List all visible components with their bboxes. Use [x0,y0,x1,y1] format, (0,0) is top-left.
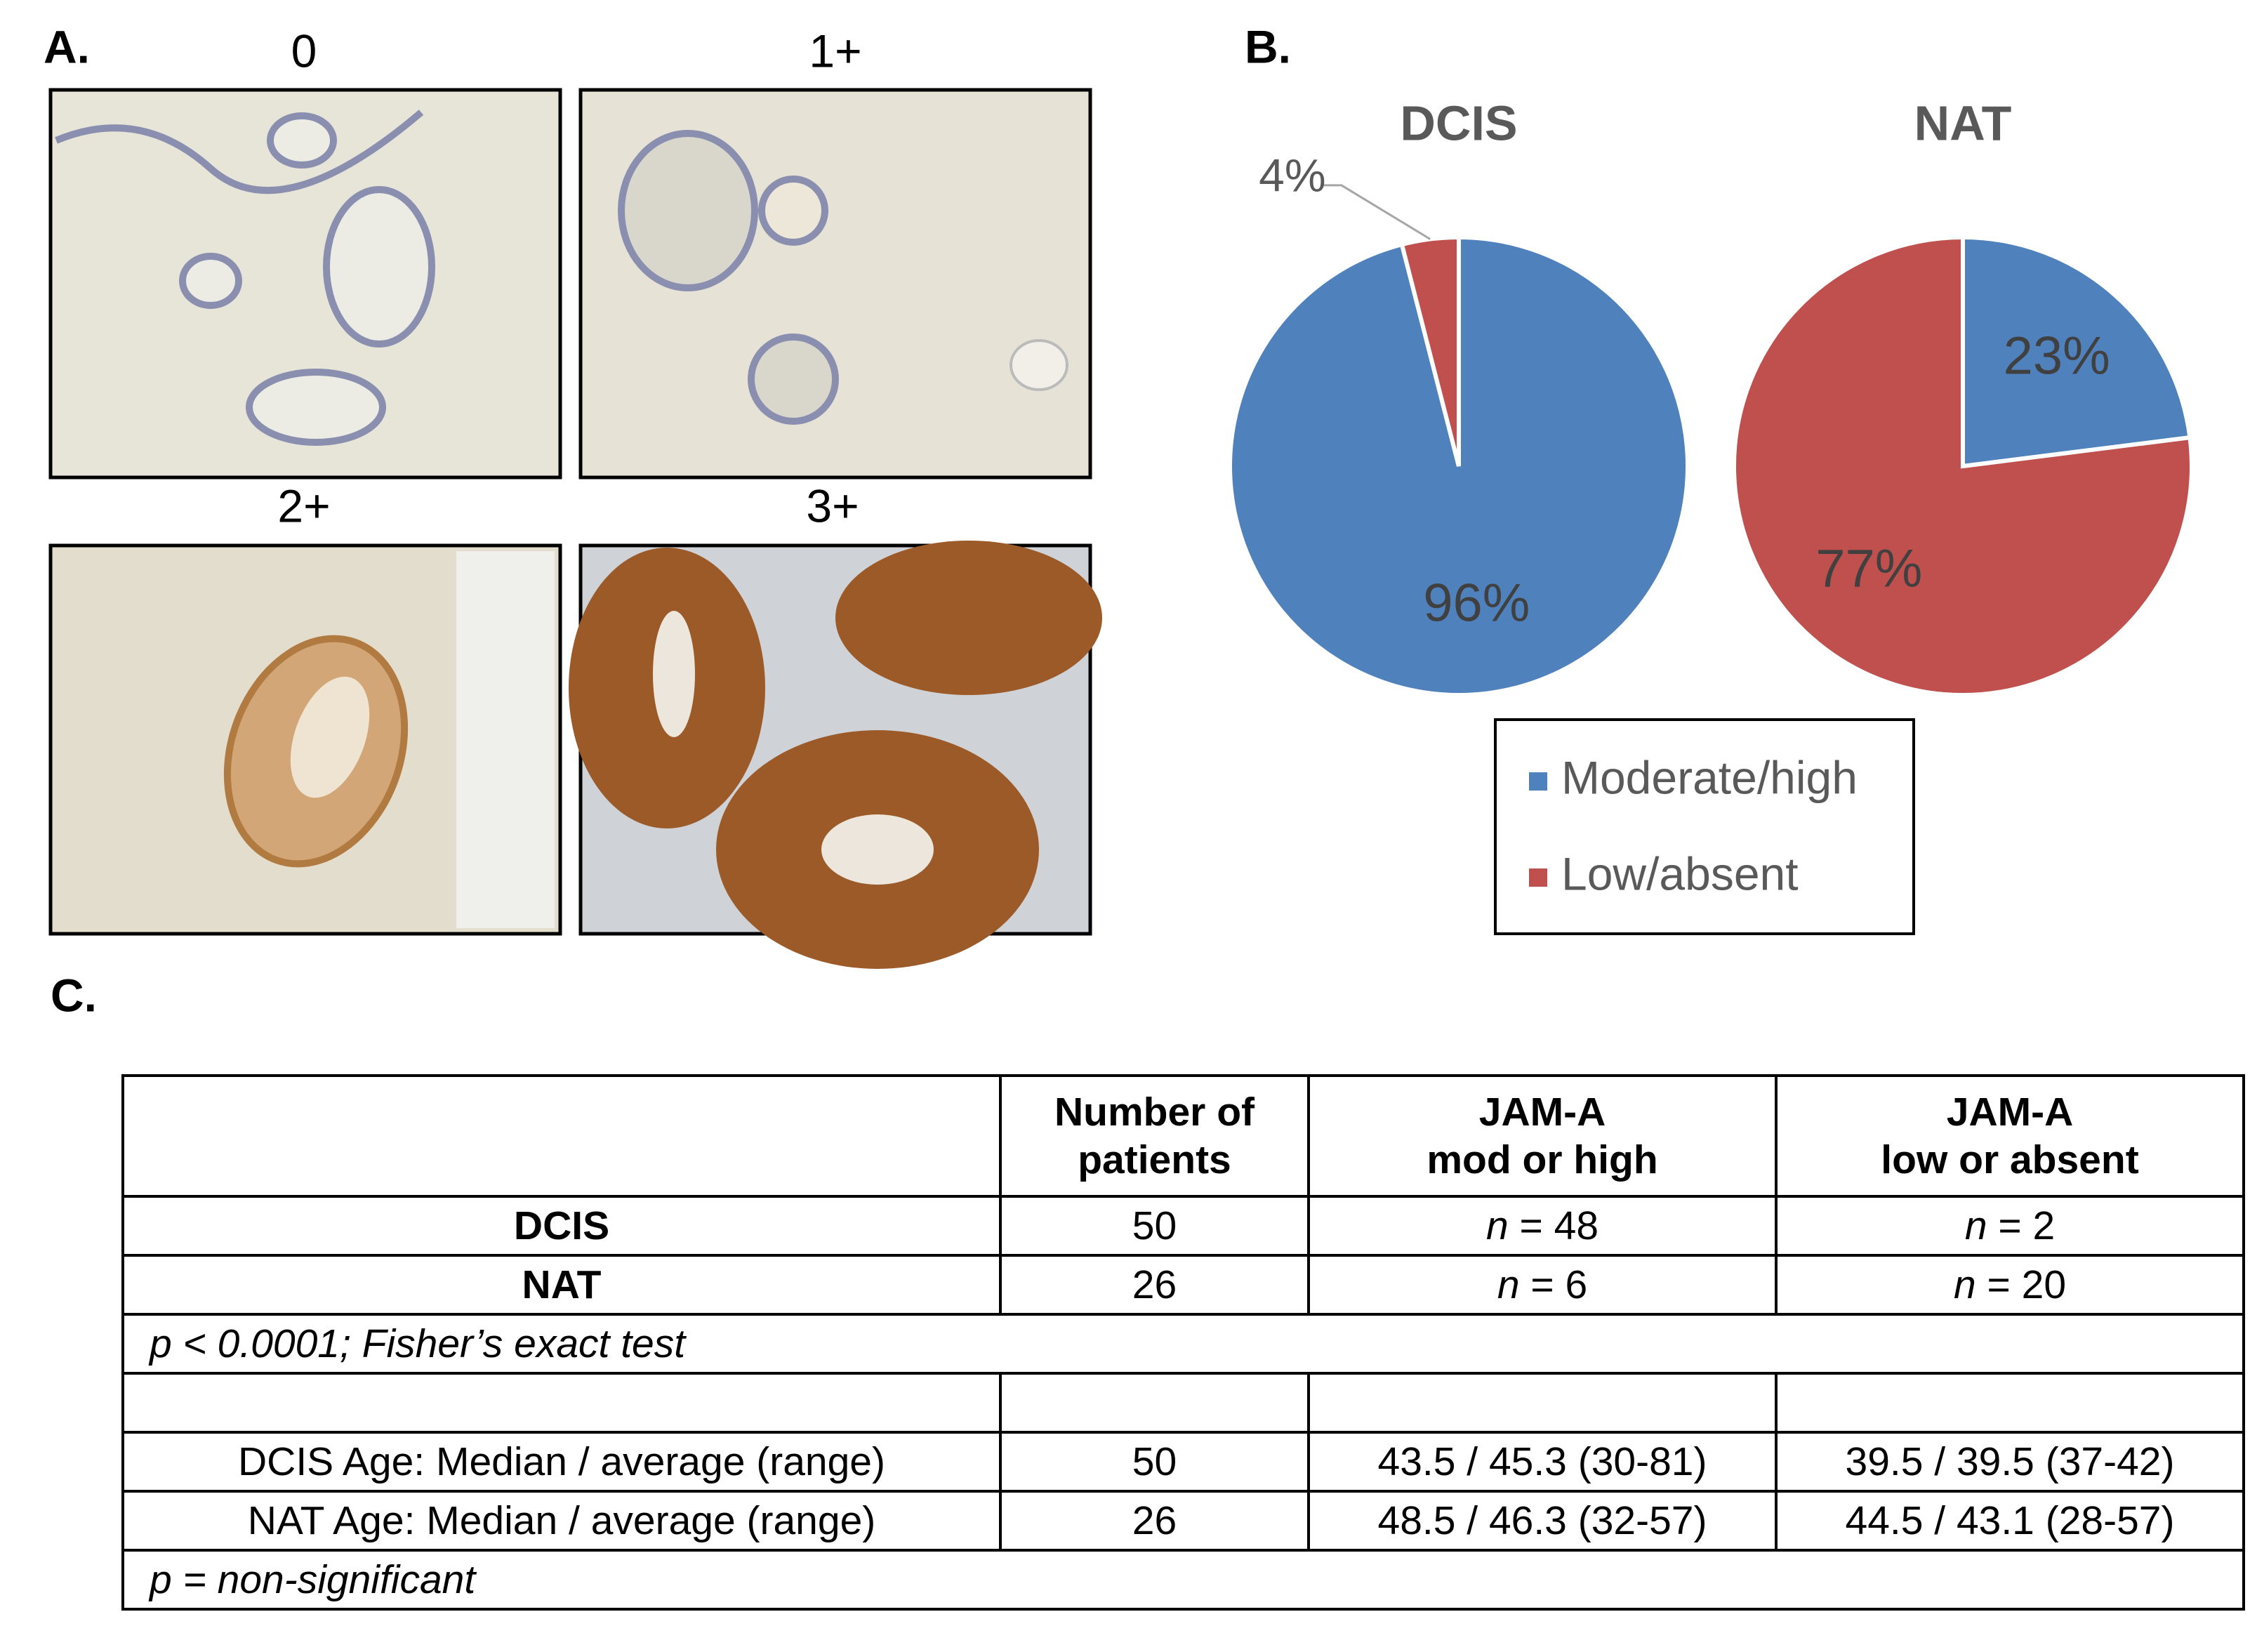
score-label: 1+ [809,25,861,77]
value-label: 96% [1423,574,1530,633]
table-cell: n = 20 [1775,1254,2245,1316]
table-cell [999,1372,1310,1434]
value-label: 77% [1815,539,1922,599]
header-cell [121,1074,1002,1198]
table-cell: NAT Age: Median / average (range) [121,1490,1002,1552]
table-cell [1775,1372,2245,1434]
table-row: NAT Age: Median / average (range) 26 48.5 … [121,1490,2245,1552]
table-cell: 39.5 / 39.5 (37-42) [1775,1431,2245,1493]
micrograph [569,541,1102,969]
panel-label: A. [44,20,90,72]
legend-label: Low/absent [1561,847,1799,899]
score-label: 0 [291,25,317,77]
table-cell: 26 [999,1254,1310,1316]
chart-title: NAT [1914,95,2012,150]
table-cell: n = 48 [1307,1195,1778,1257]
note-row: p < 0.0001; Fisher’s exact test [121,1313,2245,1375]
cell-text: = 2 [1998,1203,2056,1248]
table-row: DCIS Age: Median / average (range) 50 43.5… [121,1431,2245,1493]
header-text: JAM-A [1946,1089,2074,1135]
header-cell: JAM-A mod or high [1307,1074,1778,1198]
table-cell: DCIS [121,1195,1002,1257]
table-cell: NAT [121,1254,1002,1316]
panel-label: C. [51,969,97,1021]
legend-box [1494,718,1915,935]
legend-label: Moderate/high [1561,751,1858,803]
panel-label: B. [1245,20,1291,72]
table-cell [121,1372,1002,1434]
cell-text: = 20 [1987,1262,2067,1307]
table-note: p < 0.0001; Fisher’s exact test [121,1313,2245,1375]
cell-variable: n [1953,1262,1976,1307]
table-cell: 50 [999,1195,1310,1257]
blank-row [121,1372,2245,1434]
micrograph [48,543,562,936]
pie-slice [1961,234,2192,469]
score-label: 2+ [277,480,330,531]
table-row: DCIS 50 n = 48 n = 2 [121,1195,2245,1257]
table-cell: 44.5 / 43.1 (28-57) [1775,1490,2245,1552]
value-label: 23% [2004,326,2110,385]
header-text: Number of [1054,1089,1255,1135]
micrograph [48,88,562,480]
table-cell [1307,1372,1778,1434]
chart-title: DCIS [1400,95,1517,150]
pie-slice [1732,234,2194,697]
score-label: 3+ [806,480,859,531]
table-cell: 50 [999,1431,1310,1493]
table-cell: 43.5 / 45.3 (30-81) [1307,1431,1778,1493]
legend-swatch [1529,868,1547,887]
pie-charts: DCIS 96% 4% NAT 23% 77% Moderate/high Low/absen… [1228,95,2194,899]
cell-text: = 48 [1519,1203,1599,1248]
data-table: Number of patients JAM-A mod or high JAM-A… [121,1074,2245,1611]
pie-slice [1399,234,1461,467]
table-note: p = non-significant [121,1549,2245,1611]
header-text: patients [1078,1137,1231,1182]
cell-variable: n [1485,1203,1509,1248]
header-text: low or absent [1881,1137,2139,1182]
cell-text: = 6 [1530,1262,1588,1307]
header-cell: Number of patients [999,1074,1310,1198]
table-cell: n = 2 [1775,1195,2245,1257]
header-text: mod or high [1427,1137,1658,1182]
table-cell: 48.5 / 46.3 (32-57) [1307,1490,1778,1552]
cell-variable: n [1964,1203,1987,1248]
header-text: JAM-A [1478,1089,1606,1135]
note-row: p = non-significant [121,1549,2245,1611]
table-cell: n = 6 [1307,1254,1778,1316]
leader-line [1320,184,1431,240]
micrograph [578,88,1092,480]
legend-swatch [1529,772,1547,791]
table-header: Number of patients JAM-A mod or high JAM-A… [121,1074,2245,1198]
cell-variable: n [1497,1262,1520,1307]
value-label: 4% [1259,150,1325,201]
table-cell: DCIS Age: Median / average (range) [121,1431,1002,1493]
header-cell: JAM-A low or absent [1775,1074,2245,1198]
table-cell: 26 [999,1490,1310,1552]
